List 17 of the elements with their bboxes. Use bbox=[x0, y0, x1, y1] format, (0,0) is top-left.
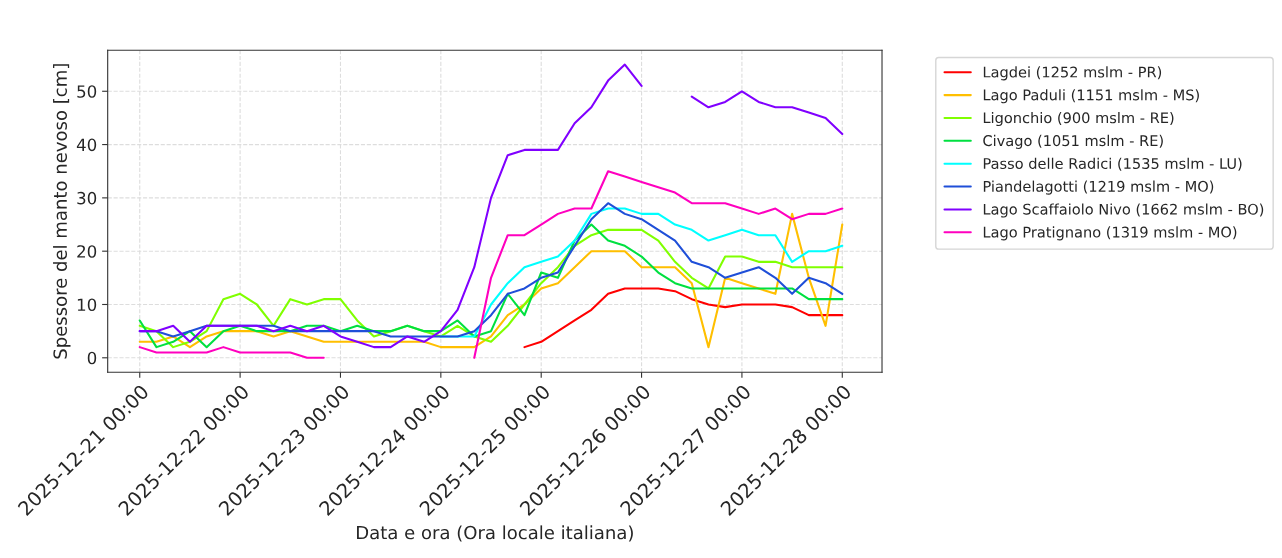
y-tick-label: 30 bbox=[77, 191, 97, 205]
y-tick-label: 20 bbox=[77, 245, 97, 258]
line-series bbox=[523, 287, 844, 349]
y-tick-label: 40 bbox=[76, 138, 97, 152]
legend-label: Lago Scaffaiolo Nivo (1662 mslm - BO) bbox=[983, 203, 1264, 218]
legend-label: Lagdei (1252 mslm - PR) bbox=[983, 66, 1162, 81]
y-axis-title: Spessore del manto nevoso [cm] bbox=[53, 64, 71, 359]
y-tick-label: 50 bbox=[77, 85, 97, 98]
legend-label: Ligonchio (900 mslm - RE) bbox=[983, 111, 1174, 127]
y-tick-label: 10 bbox=[77, 298, 97, 312]
legend-label: Lago Paduli (1151 mslm - MS) bbox=[983, 89, 1199, 104]
legend-label: Lago Pratignano (1319 mslm - MO) bbox=[983, 226, 1237, 241]
legend-label: Civago (1051 mslm - RE) bbox=[983, 134, 1163, 149]
legend-label: Passo delle Radici (1535 mslm - LU) bbox=[983, 157, 1242, 171]
x-axis-title: Data e ora (Ora locale italiana) bbox=[357, 525, 633, 542]
y-tick-label: 0 bbox=[87, 351, 97, 365]
legend-label: Piandelagotti (1219 mslm - MO) bbox=[983, 180, 1214, 195]
